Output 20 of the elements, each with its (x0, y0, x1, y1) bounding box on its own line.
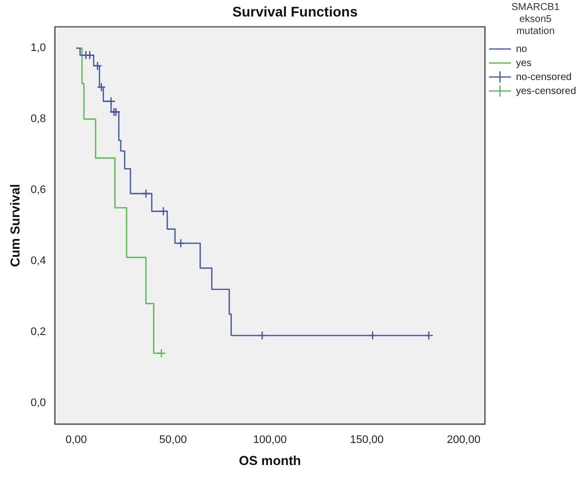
legend-label: yes (516, 58, 532, 69)
point (96, 82, 106, 92)
legend-label: yes-censored (516, 86, 576, 97)
x-tick-label: 0,00 (65, 434, 87, 446)
legend-title: SMARCB1 ekson5 mutation (511, 2, 560, 37)
y-tick-label: 0,2 (30, 326, 46, 338)
y-axis-title: Cum Survival (7, 184, 22, 268)
x-tick-label: 100,00 (253, 434, 287, 446)
chart-title: Survival Functions (232, 3, 358, 20)
x-axis-title: OS month (238, 452, 302, 468)
y-tick-label: 0,0 (30, 396, 46, 409)
y-tick-label: 0,8 (30, 113, 46, 126)
y-tick-label: 1,0 (30, 42, 46, 54)
legend-label: no-censored (516, 72, 572, 83)
y-tick-label: 0,4 (30, 255, 46, 268)
x-tick-label: 50,00 (159, 434, 187, 446)
y-tick-label: 0,6 (30, 184, 46, 196)
x-tick-label: 200,00 (446, 434, 480, 446)
x-tick-label: 150,00 (350, 434, 384, 446)
legend-label: no (516, 44, 528, 55)
